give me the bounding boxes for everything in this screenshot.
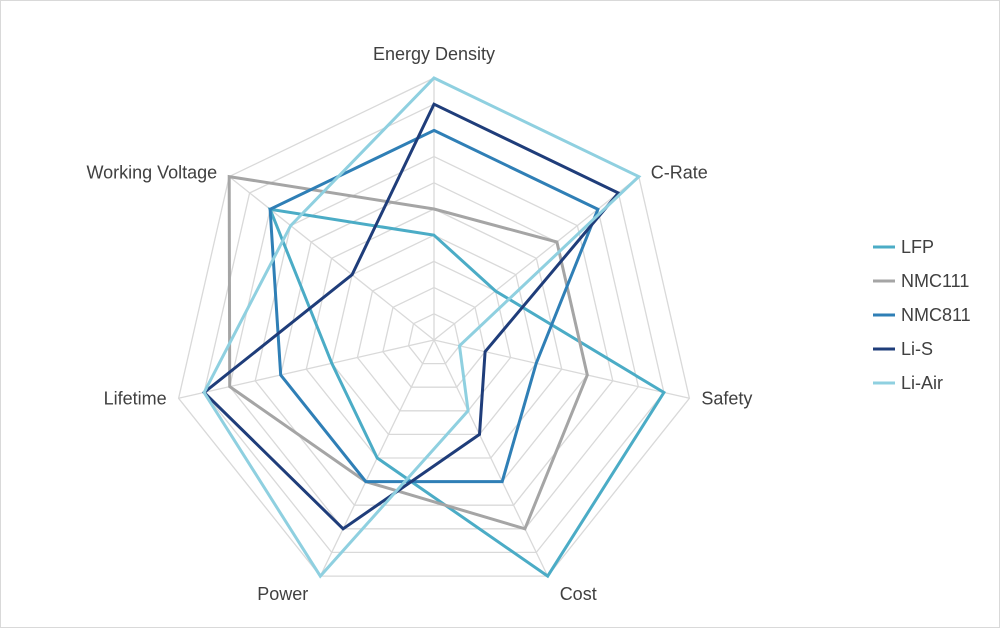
- legend-label-nmc111: NMC111: [901, 271, 969, 291]
- legend-label-lfp: LFP: [901, 237, 934, 257]
- grid-ring: [356, 260, 512, 412]
- axis-label-power: Power: [257, 584, 308, 604]
- grid-spoke: [433, 339, 549, 577]
- legend-label-li-s: Li-S: [901, 339, 933, 359]
- axis-label-cost: Cost: [560, 584, 597, 604]
- legend: LFP NMC111 NMC811 Li-S Li-Air: [873, 237, 971, 393]
- grid-ring: [177, 77, 691, 577]
- grid-spoke: [433, 176, 640, 341]
- axis-label-energy-density: Energy Density: [373, 44, 495, 64]
- grid-ring: [254, 155, 614, 506]
- grid-ring: [305, 208, 563, 459]
- axis-label-working-voltage: Working Voltage: [86, 163, 217, 183]
- axis-label-c-rate: C-Rate: [651, 163, 708, 183]
- series-line-nmc111: [227, 174, 589, 531]
- legend-label-nmc811: NMC811: [901, 305, 971, 325]
- grid-ring: [407, 313, 461, 365]
- axis-label-lifetime: Lifetime: [104, 388, 167, 408]
- axis-labels: Energy Density C-Rate Safety Cost Power Lifet…: [86, 44, 752, 604]
- grid-ring: [228, 129, 640, 530]
- grid-ring: [203, 103, 665, 554]
- grid-ring: [382, 286, 486, 388]
- series-line-li-s: [201, 102, 621, 531]
- legend-label-li-air: Li-Air: [901, 373, 943, 393]
- grid-spoke: [433, 339, 690, 399]
- axis-label-safety: Safety: [701, 388, 752, 408]
- series-line-li-air: [202, 76, 642, 579]
- series-layer: [201, 76, 666, 579]
- series-line-nmc811: [268, 128, 600, 484]
- grid-spoke: [178, 339, 435, 399]
- grid-spoke: [228, 176, 435, 341]
